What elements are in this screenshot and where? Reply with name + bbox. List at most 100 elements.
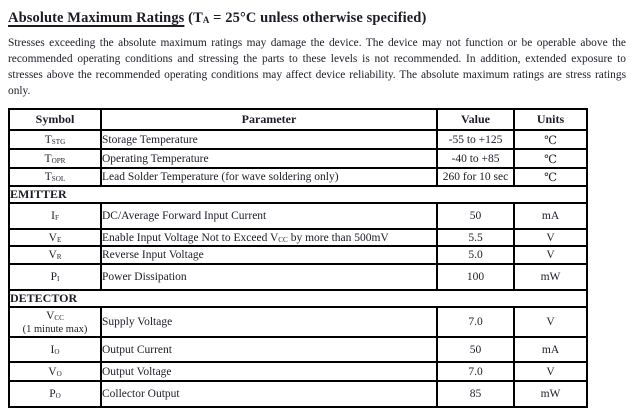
symbol-cell: VCC (1 minute max): [8, 306, 102, 338]
symbol-note: (1 minute max): [22, 323, 88, 335]
value-cell: -40 to +85: [436, 148, 515, 169]
symbol-base: T: [44, 171, 52, 183]
symbol-sub: SOL: [51, 175, 66, 183]
units-cell: V: [513, 228, 588, 247]
symbol-sub: CC: [54, 313, 64, 322]
parameter-cell: Output Voltage: [100, 361, 438, 382]
parameter-cell: Reverse Input Voltage: [100, 245, 438, 265]
symbol-cell: PI: [8, 263, 102, 291]
symbol-main: VCC: [11, 309, 99, 324]
symbol-base: V: [48, 249, 57, 261]
units-cell: ℃: [513, 129, 588, 150]
symbol-base: P: [49, 388, 56, 400]
value-cell: 7.0: [436, 306, 515, 338]
units-cell: V: [513, 306, 588, 338]
table-row: TSOL Lead Solder Temperature (for wave s…: [8, 167, 588, 187]
value-cell: 5.5: [436, 228, 515, 247]
header-units: Units: [513, 108, 588, 131]
section-label-emitter: EMITTER: [8, 185, 588, 204]
parameter-text-pre: Enable Input Voltage Not to Exceed V: [102, 231, 279, 244]
units-cell: mW: [513, 263, 588, 291]
title-condition-pre: (T: [184, 10, 203, 26]
symbol-cell: TSTG: [8, 129, 102, 150]
symbol-sub: O: [56, 369, 62, 378]
symbol-cell: PO: [8, 380, 102, 408]
symbol-cell: IF: [8, 202, 102, 230]
table-row: VCC (1 minute max) Supply Voltage 7.0 V: [8, 306, 588, 338]
parameter-cell: Enable Input Voltage Not to Exceed VCC b…: [100, 228, 438, 247]
value-cell: 7.0: [436, 361, 515, 382]
symbol-base: P: [50, 271, 58, 283]
parameter-cell: Storage Temperature: [100, 129, 438, 150]
symbol-base: T: [44, 133, 52, 146]
units-cell: ℃: [513, 167, 588, 187]
symbol-cell: VE: [8, 228, 102, 247]
symbol-base: I: [50, 343, 55, 356]
symbol-cell: TOPR: [8, 148, 102, 169]
table-row: PI Power Dissipation 100 mW: [8, 263, 588, 291]
table-row: PO Collector Output 85 mW: [8, 380, 588, 408]
symbol-sub: O: [55, 392, 61, 400]
table-row: IO Output Current 50 mA: [8, 336, 588, 363]
parameter-cell: Supply Voltage: [100, 306, 438, 338]
units-cell: V: [513, 245, 588, 265]
table-row: VR Reverse Input Voltage 5.0 V: [8, 245, 588, 265]
intro-paragraph: Stresses exceeding the absolute maximum …: [8, 37, 626, 97]
title-condition-post: = 25°C unless otherwise specified): [209, 10, 427, 26]
symbol-base: T: [44, 152, 52, 165]
parameter-cell: Collector Output: [100, 380, 438, 408]
symbol-cell: VO: [8, 361, 102, 382]
title-main: Absolute Maximum Ratings: [8, 10, 185, 26]
table-row: TSTG Storage Temperature -55 to +125 ℃: [8, 129, 588, 150]
header-parameter: Parameter: [100, 108, 438, 131]
symbol-base: V: [48, 365, 57, 378]
symbol-sub: R: [56, 253, 62, 261]
units-cell: mA: [513, 202, 588, 230]
value-cell: 85: [436, 380, 515, 408]
section-header-row: DETECTOR: [8, 289, 588, 308]
symbol-sub: I: [57, 275, 60, 283]
table-row: IF DC/Average Forward Input Current 50 m…: [8, 202, 588, 230]
symbol-sub: O: [54, 347, 60, 356]
section-label-detector: DETECTOR: [8, 289, 588, 308]
symbol-base: V: [46, 309, 55, 322]
table-header-row: Symbol Parameter Value Units: [8, 108, 588, 131]
units-cell: ℃: [513, 148, 588, 169]
value-cell: 50: [436, 202, 515, 230]
symbol-base: V: [48, 231, 57, 244]
units-cell: mW: [513, 380, 588, 408]
symbol-cell: VR: [8, 245, 102, 265]
parameter-cell: Lead Solder Temperature (for wave solder…: [100, 167, 438, 187]
units-cell: mA: [513, 336, 588, 363]
parameter-cell: DC/Average Forward Input Current: [100, 202, 438, 230]
units-cell: V: [513, 361, 588, 382]
value-cell: 260 for 10 sec: [436, 167, 515, 187]
parameter-text-sub: CC: [278, 235, 288, 244]
value-cell: -55 to +125: [436, 129, 515, 150]
symbol-base: I: [51, 210, 55, 222]
page-content: Absolute Maximum Ratings (TA = 25°C unle…: [8, 10, 626, 408]
symbol-sub: OPR: [51, 156, 66, 165]
value-cell: 50: [436, 336, 515, 363]
parameter-cell: Output Current: [100, 336, 438, 363]
title-condition-sub: A: [202, 15, 210, 25]
symbol-sub: F: [54, 214, 59, 222]
value-cell: 5.0: [436, 245, 515, 265]
absolute-maximum-ratings-table: Symbol Parameter Value Units TSTG Storag…: [8, 108, 588, 408]
table-row: VO Output Voltage 7.0 V: [8, 361, 588, 382]
table-row: VE Enable Input Voltage Not to Exceed VC…: [8, 228, 588, 247]
symbol-sub: E: [56, 235, 62, 244]
parameter-cell: Power Dissipation: [100, 263, 438, 291]
symbol-sub: STG: [51, 137, 66, 146]
section-header-row: EMITTER: [8, 185, 588, 204]
header-symbol: Symbol: [8, 108, 102, 131]
header-value: Value: [436, 108, 515, 131]
value-cell: 100: [436, 263, 515, 291]
parameter-text-post: by more than 500mV: [287, 231, 389, 244]
symbol-cell: IO: [8, 336, 102, 363]
parameter-cell: Operating Temperature: [100, 148, 438, 169]
table-row: TOPR Operating Temperature -40 to +85 ℃: [8, 148, 588, 169]
page-title: Absolute Maximum Ratings (TA = 25°C unle…: [8, 10, 626, 27]
symbol-cell: TSOL: [8, 167, 102, 187]
